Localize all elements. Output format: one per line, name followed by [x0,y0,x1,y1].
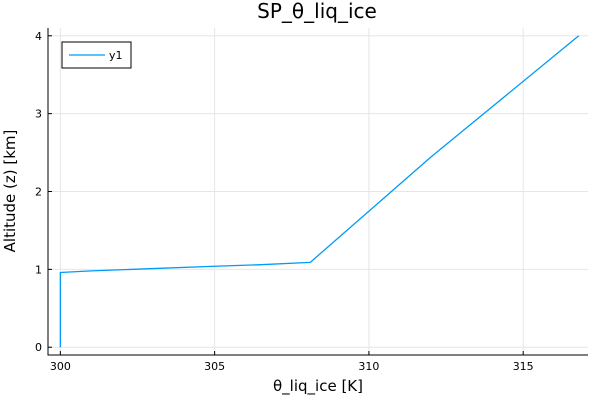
y-tick-label: 3 [35,108,42,121]
plot-frame [47,28,588,356]
series-layer [59,35,580,348]
x-tick-label: 300 [50,360,71,373]
y-tick-label: 1 [35,263,42,276]
legend: y1 [61,41,132,69]
x-axis-label: θ_liq_ice [K] [273,377,363,396]
y-tick-label: 2 [35,186,42,199]
x-tick-label: 310 [358,360,379,373]
chart-title: SP_θ_liq_ice [257,0,377,23]
y-axis-label: Altitude (z) [km] [1,130,19,253]
x-tick-label: 315 [513,360,534,373]
ticks: 300 305 310 315 0 1 2 3 4 [35,30,534,373]
y-tick-label: 4 [35,30,42,43]
y-tick-label: 0 [35,341,42,354]
legend-label: y1 [109,49,123,62]
grid [48,28,588,355]
x-tick-label: 305 [204,360,225,373]
series-line-y1 [59,35,580,348]
